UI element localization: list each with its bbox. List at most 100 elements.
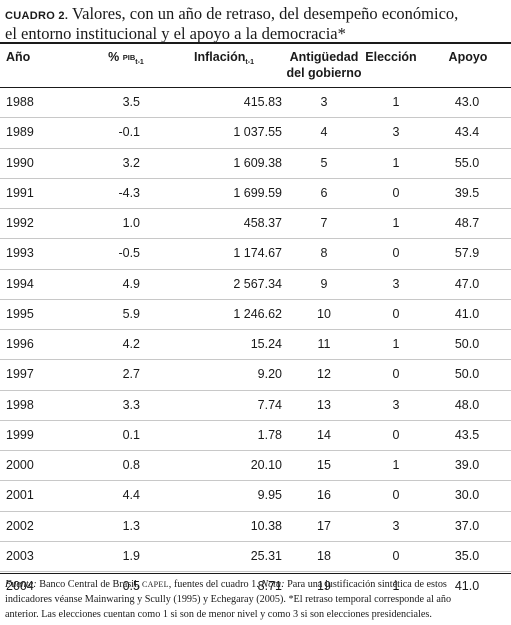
cell-year: 2003 <box>6 548 34 563</box>
cell-inflacion: 8.71 <box>257 579 282 593</box>
cell-year: 1996 <box>6 337 34 351</box>
caption-label: CUADRO 2. <box>5 10 69 22</box>
cell-apoyo: 50.0 <box>454 337 480 351</box>
cell-year: 1993 <box>6 246 34 261</box>
caption-line-1: CUADRO 2. Valores, con un año de retraso… <box>5 5 505 25</box>
cell-apoyo: 43.5 <box>454 427 480 442</box>
header-antiguedad-l1: Antigüedad <box>289 50 359 64</box>
header-pib-pct: % <box>108 50 123 64</box>
cell-pib: 3.5 <box>122 95 140 109</box>
table-row: 1993 -0.5 1 174.67 8 0 57.9 <box>0 239 511 270</box>
cell-antiguedad: 7 <box>320 216 328 230</box>
header-apoyo: Apoyo <box>448 50 488 64</box>
cell-inflacion: 1 246.62 <box>233 306 282 321</box>
cell-eleccion: 0 <box>392 427 400 442</box>
cell-inflacion: 15.24 <box>250 337 282 351</box>
cell-pib: 1.3 <box>122 518 140 533</box>
cell-apoyo: 47.0 <box>454 276 480 291</box>
cell-inflacion: 25.31 <box>250 548 282 563</box>
cell-pib: 0.1 <box>122 427 140 442</box>
table-row: 1988 3.5 415.83 3 1 43.0 <box>0 88 511 119</box>
cell-year: 1994 <box>6 276 34 291</box>
header-antiguedad: Antigüedad del gobierno <box>268 49 380 81</box>
cell-year: 2002 <box>6 518 34 533</box>
footnote-nota-label: Nota: <box>261 579 285 590</box>
cell-inflacion: 20.10 <box>250 458 282 472</box>
table-row: 1999 0.1 1.78 14 0 43.5 <box>0 421 511 451</box>
table-row: 1995 5.9 1 246.62 10 0 41.0 <box>0 300 511 330</box>
cell-pib: -0.1 <box>118 125 140 140</box>
table-row: 1994 4.9 2 567.34 9 3 47.0 <box>0 270 511 300</box>
cell-eleccion: 0 <box>392 548 400 563</box>
footnote-line-2: indicadores véanse Mainwaring y Scully (… <box>5 594 452 605</box>
table-row: 1992 1.0 458.37 7 1 48.7 <box>0 209 511 240</box>
cell-antiguedad: 12 <box>317 367 331 382</box>
cell-antiguedad: 3 <box>320 95 328 109</box>
cell-antiguedad: 19 <box>317 579 331 593</box>
table-caption: CUADRO 2. Valores, con un año de retraso… <box>5 5 505 42</box>
cell-year: 1991 <box>6 185 34 200</box>
header-pib-name: PIB <box>122 53 136 62</box>
cell-eleccion: 3 <box>392 276 400 291</box>
header-inflacion-sub: t-1 <box>245 59 254 66</box>
cell-apoyo: 30.0 <box>454 488 480 503</box>
cell-antiguedad: 4 <box>320 125 328 140</box>
cell-antiguedad: 5 <box>320 155 328 170</box>
table-footnote: Fuente: Banco Central de Brasil, CAPEL, … <box>5 577 507 622</box>
cell-year: 1998 <box>6 397 34 412</box>
cell-eleccion: 0 <box>392 367 400 382</box>
cell-apoyo: 55.0 <box>454 155 480 170</box>
footnote-nota-text: Para una justificación sintética de esto… <box>284 579 447 590</box>
caption-text-2: el entorno institucional y el apoyo a la… <box>5 24 346 43</box>
cell-pib: 0.8 <box>122 458 140 472</box>
cell-year: 2004 <box>6 579 34 593</box>
header-antiguedad-l2: del gobierno <box>286 66 362 80</box>
cell-apoyo: 41.0 <box>454 579 480 593</box>
cell-inflacion: 9.95 <box>257 488 282 503</box>
cell-pib: 5.9 <box>122 306 140 321</box>
cell-year: 1992 <box>6 216 34 230</box>
cell-apoyo: 39.0 <box>454 458 480 472</box>
cell-apoyo: 41.0 <box>454 306 480 321</box>
cell-pib: 1.9 <box>122 548 140 563</box>
cell-year: 1989 <box>6 125 34 140</box>
footnote-fuente-b: , fuentes del cuadro 1. <box>168 579 262 590</box>
footnote-line-3: anterior. Las elecciones cuentan como 1 … <box>5 609 432 620</box>
cell-apoyo: 57.9 <box>454 246 480 261</box>
cell-antiguedad: 18 <box>317 548 331 563</box>
table-row: 1997 2.7 9.20 12 0 50.0 <box>0 360 511 391</box>
cell-apoyo: 35.0 <box>454 548 480 563</box>
cell-pib: 3.2 <box>122 155 140 170</box>
header-pib: % PIBt-1 <box>80 49 172 71</box>
table-row: 2001 4.4 9.95 16 0 30.0 <box>0 481 511 512</box>
cell-inflacion: 7.74 <box>257 397 282 412</box>
header-inflacion: Inflaciónt-1 <box>168 49 280 71</box>
cell-year: 1990 <box>6 155 34 170</box>
cell-antiguedad: 14 <box>317 427 331 442</box>
cell-eleccion: 3 <box>392 518 400 533</box>
table-row: 2003 1.9 25.31 18 0 35.0 <box>0 542 511 572</box>
cell-year: 1997 <box>6 367 34 382</box>
cell-antiguedad: 8 <box>320 246 328 261</box>
header-eleccion: Elección <box>365 50 417 64</box>
cell-antiguedad: 17 <box>317 518 331 533</box>
table-row: 1989 -0.1 1 037.55 4 3 43.4 <box>0 118 511 149</box>
cell-eleccion: 1 <box>392 216 400 230</box>
cell-inflacion: 10.38 <box>250 518 282 533</box>
cell-apoyo: 43.4 <box>454 125 480 140</box>
cell-eleccion: 0 <box>392 246 400 261</box>
cell-inflacion: 1 174.67 <box>233 246 282 261</box>
cell-eleccion: 1 <box>392 95 400 109</box>
cell-eleccion: 0 <box>392 306 400 321</box>
cell-inflacion: 415.83 <box>243 95 282 109</box>
caption-text-1: Valores, con un año de retraso, del dese… <box>68 4 459 23</box>
cell-year: 2001 <box>6 488 34 503</box>
header-inflacion-text: Inflación <box>194 50 246 64</box>
table-row: 1998 3.3 7.74 13 3 48.0 <box>0 391 511 421</box>
cell-antiguedad: 6 <box>320 185 328 200</box>
cell-apoyo: 37.0 <box>454 518 480 533</box>
cell-inflacion: 1 609.38 <box>233 155 282 170</box>
cell-eleccion: 1 <box>392 155 400 170</box>
table-body: 1988 3.5 415.83 3 1 43.0 1989 -0.1 1 037.55 4 3 43.… <box>0 88 511 602</box>
footnote-fuente-label: Fuente: <box>5 579 37 590</box>
